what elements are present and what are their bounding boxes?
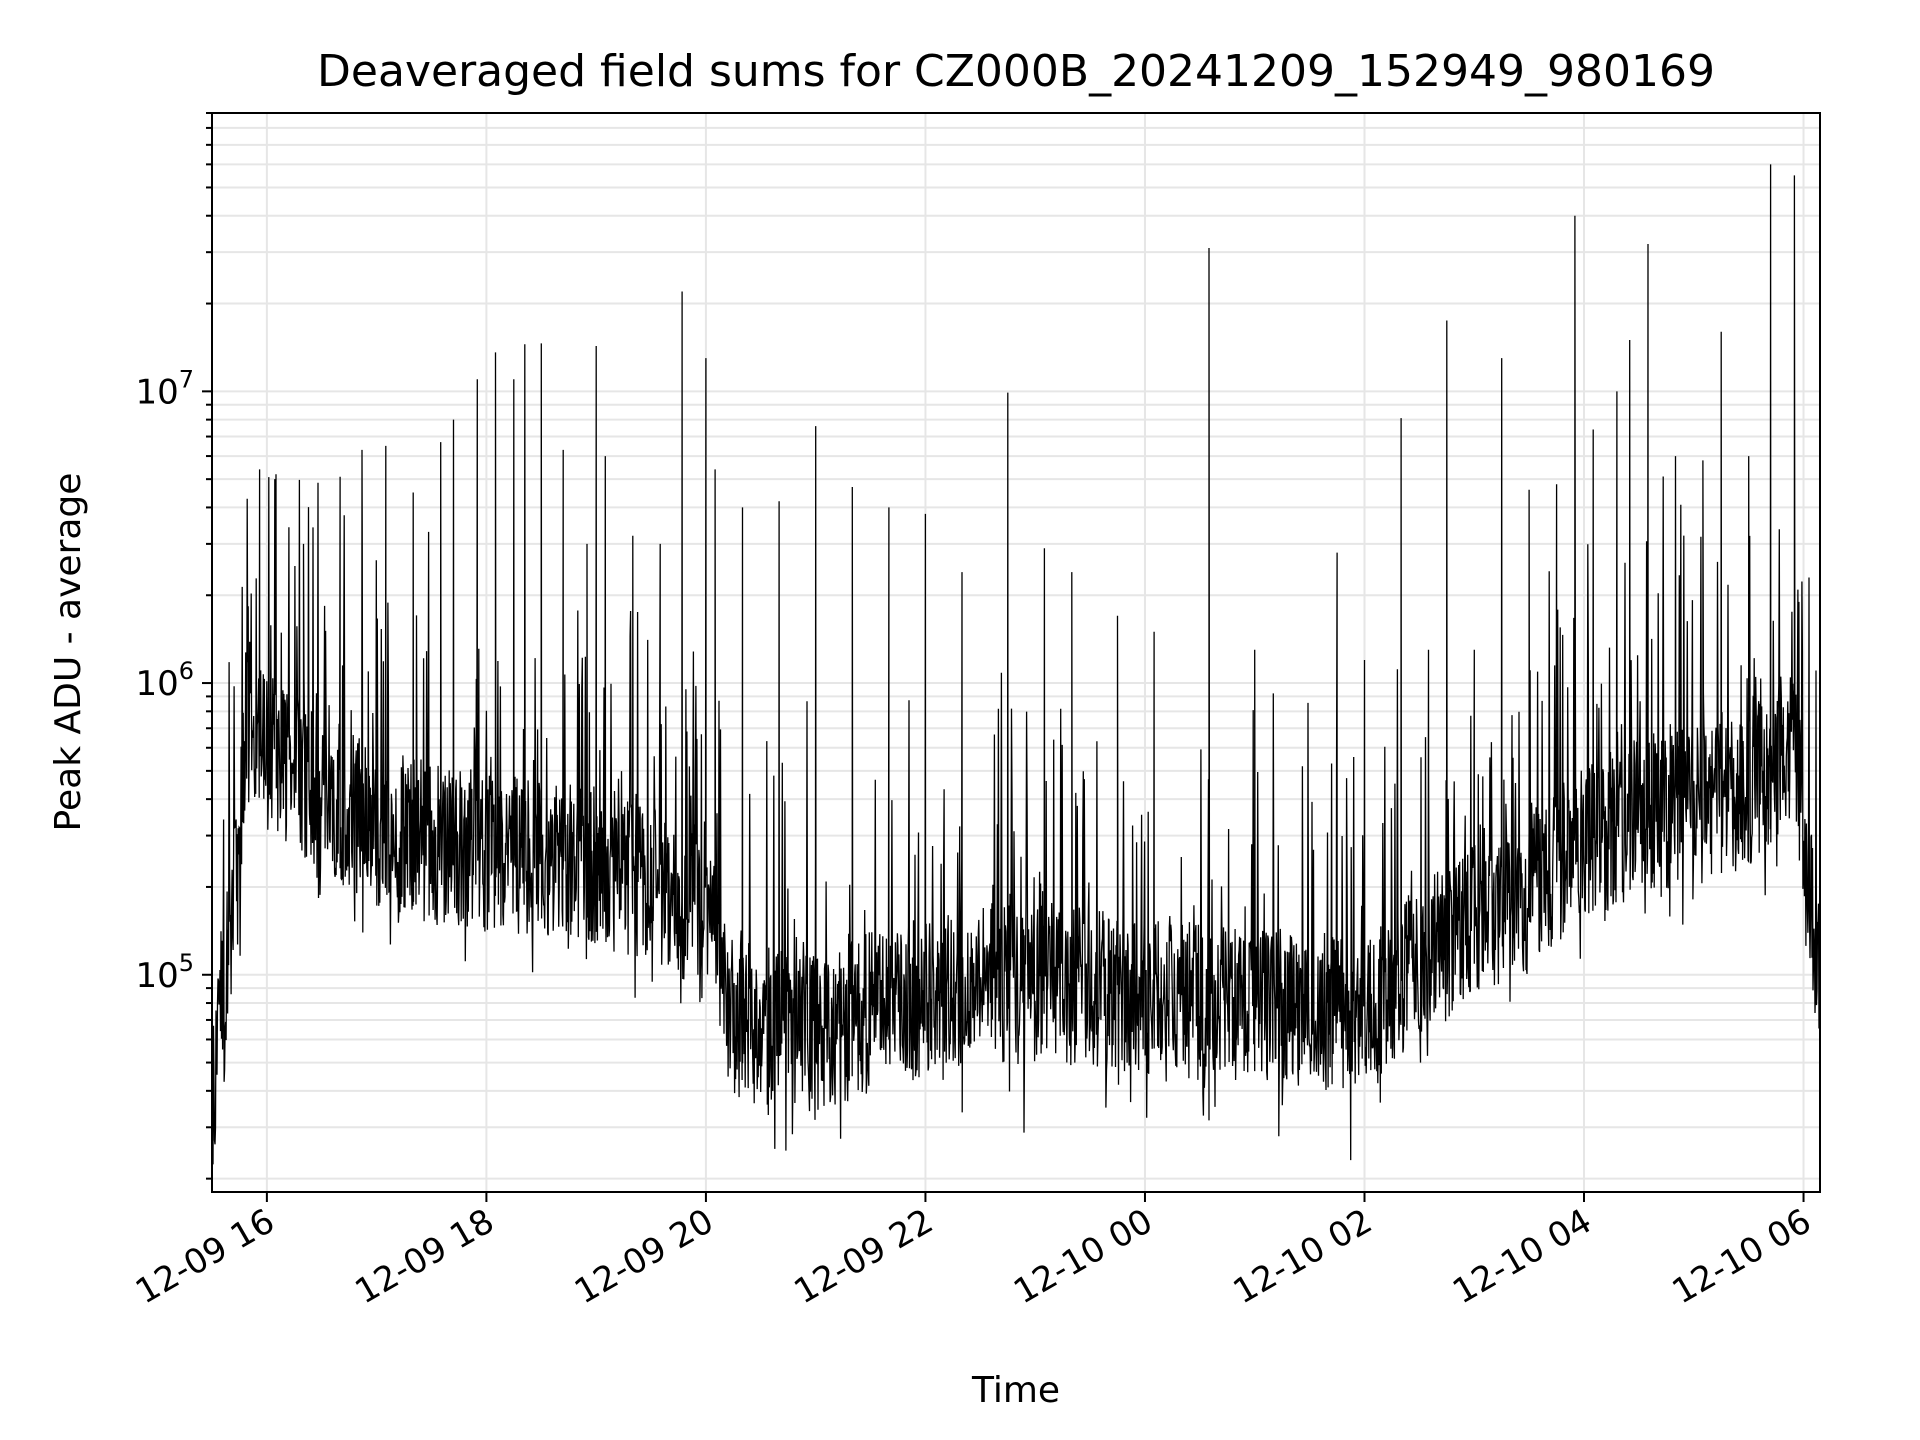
plot-frame bbox=[211, 112, 1821, 1193]
y-axis-label: Peak ADU - average bbox=[48, 473, 89, 832]
chart-title: Deaveraged field sums for CZ000B_2024120… bbox=[317, 46, 1715, 97]
y-tick-label: 107 bbox=[135, 365, 194, 412]
y-axis: 105 106 107 bbox=[135, 112, 212, 1180]
series-line bbox=[211, 164, 1821, 1165]
x-axis-label: Time bbox=[971, 1370, 1060, 1411]
y-tick-label: 105 bbox=[135, 949, 194, 996]
series-path bbox=[211, 164, 1821, 1165]
y-tick-label: 106 bbox=[135, 657, 194, 704]
